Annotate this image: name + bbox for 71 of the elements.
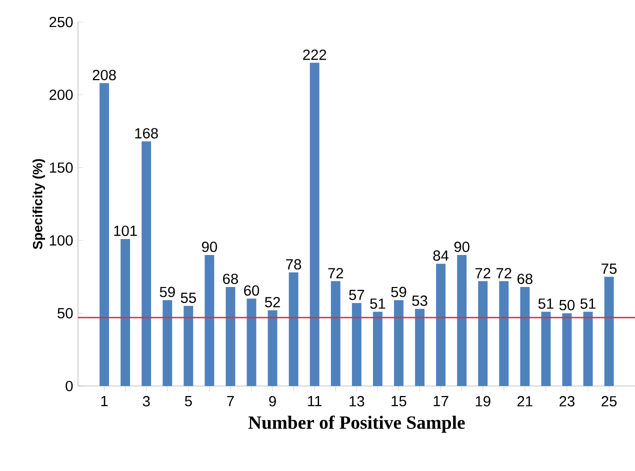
bar	[583, 312, 593, 386]
data-label: 84	[433, 250, 449, 261]
data-label: 90	[454, 242, 470, 252]
data-label: 60	[244, 285, 260, 296]
data-label: 53	[412, 296, 428, 306]
x-tick-label: 3	[142, 396, 150, 406]
data-label: 52	[264, 296, 280, 308]
data-label: 222	[303, 50, 326, 60]
data-label: 208	[92, 70, 116, 80]
bar	[246, 298, 256, 386]
bar	[268, 310, 278, 386]
y-tick-label: 150	[50, 162, 73, 173]
y-tick-label: 100	[50, 235, 73, 246]
data-label: 68	[223, 274, 238, 284]
x-tick-label: 13	[350, 396, 364, 406]
x-tick-label: 1	[101, 396, 108, 406]
data-label: 101	[114, 226, 137, 236]
data-label: 59	[391, 286, 406, 298]
x-tick-label: 25	[602, 396, 617, 406]
data-label: 68	[518, 274, 532, 284]
bar	[541, 312, 551, 386]
bar	[436, 264, 446, 386]
bar	[520, 286, 530, 386]
data-label: 168	[135, 128, 158, 138]
bar	[394, 300, 404, 386]
x-tick-label: 21	[518, 396, 532, 406]
bar	[352, 303, 362, 386]
x-tick-label: 11	[308, 396, 322, 406]
bar	[562, 313, 572, 386]
bar	[162, 300, 172, 386]
data-label: 90	[202, 242, 218, 252]
data-label: 50	[559, 300, 575, 310]
bar	[604, 276, 614, 386]
x-tick-label: 7	[227, 396, 234, 406]
bar	[142, 141, 152, 386]
x-tick-label: 9	[269, 396, 276, 406]
x-tick-label: 19	[476, 396, 490, 406]
bar	[184, 306, 194, 386]
y-tick-label: 200	[50, 90, 73, 100]
data-label: 72	[475, 268, 490, 278]
x-tick-label: 17	[434, 396, 448, 406]
y-tick-label: 0	[66, 380, 73, 392]
x-tick-label: 23	[560, 396, 574, 406]
bar	[310, 62, 320, 386]
y-axis-title: Specificity (%)	[32, 159, 45, 250]
bar	[120, 238, 130, 386]
bar	[372, 312, 382, 386]
data-label: 59	[160, 286, 175, 298]
bar	[415, 308, 424, 386]
bar	[478, 281, 488, 386]
bar	[288, 272, 298, 386]
data-label: 51	[580, 298, 596, 309]
y-tick-label: 250	[50, 16, 73, 28]
y-tick-label: 50	[58, 308, 73, 318]
x-tick-label: 15	[392, 396, 406, 406]
x-tick-label: 5	[184, 396, 192, 406]
bar	[499, 281, 509, 386]
bar	[100, 83, 110, 386]
bar	[226, 286, 236, 386]
bar	[457, 254, 467, 386]
data-label: 57	[349, 290, 364, 300]
data-label: 75	[602, 264, 617, 274]
bar	[330, 281, 340, 386]
x-axis-title: Number of Positive Sample	[248, 416, 465, 433]
data-label: 78	[286, 259, 302, 270]
data-label: 72	[496, 268, 512, 278]
data-label: 51	[538, 298, 554, 309]
data-label: 72	[328, 268, 344, 278]
data-label: 51	[370, 298, 386, 309]
bar	[204, 254, 214, 386]
data-label: 55	[180, 292, 196, 303]
